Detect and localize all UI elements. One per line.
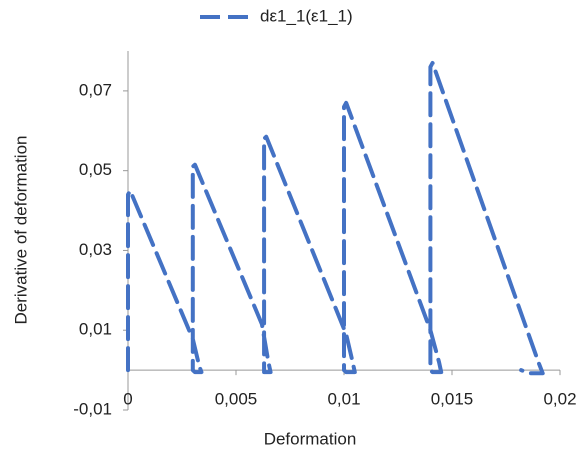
- y-axis-label: Derivative of deformation: [11, 136, 30, 325]
- y-tick-label: 0,03: [79, 240, 112, 259]
- y-tick-label: -0,01: [73, 399, 112, 418]
- y-tick-label: 0,05: [79, 160, 112, 179]
- x-tick-label: 0,02: [543, 390, 576, 409]
- y-tick-label: 0,07: [79, 80, 112, 99]
- x-tick-label: 0,01: [327, 390, 360, 409]
- x-tick-label: 0: [123, 390, 132, 409]
- x-tick-label: 0,015: [431, 390, 474, 409]
- line-series: [126, 60, 545, 376]
- y-tick-label: 0,01: [79, 320, 112, 339]
- x-tick-label: 0,005: [215, 390, 258, 409]
- x-axis-label: Deformation: [264, 429, 357, 448]
- legend-label: dε1_1(ε1_1): [260, 6, 353, 25]
